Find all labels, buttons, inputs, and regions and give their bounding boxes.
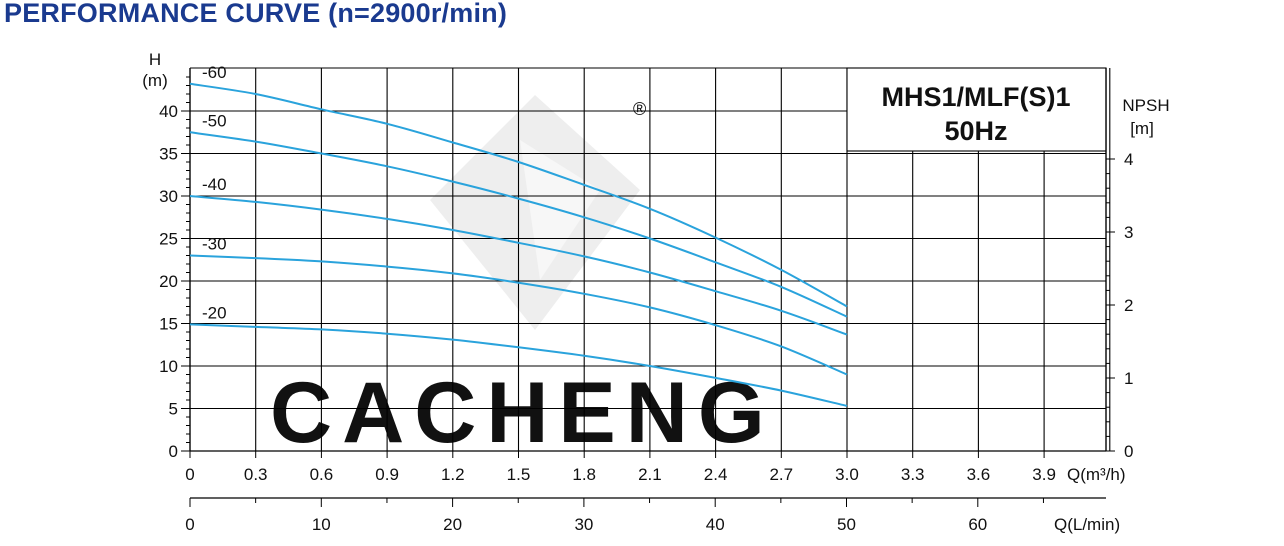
h-axis-tick-label: 5	[169, 400, 178, 419]
chart-labels: MHS1/MLF(S)150Hz0510152025303540H(m)0123…	[142, 50, 1169, 534]
page-title: PERFORMANCE CURVE (n=2900r/min)	[4, 0, 508, 28]
model-label: MHS1/MLF(S)1	[882, 82, 1071, 112]
curve-4	[189, 323, 848, 407]
curve-label: -30	[202, 235, 227, 254]
h-axis-tick-label: 10	[159, 357, 178, 376]
h-axis-tick-label: 0	[169, 442, 178, 461]
q-m3h-tick-label: 1.2	[441, 465, 465, 484]
curve-3	[189, 254, 848, 376]
q-lmin-tick-label: 30	[574, 515, 593, 534]
model-box	[846, 67, 1107, 152]
npsh-axis-tick-label: 4	[1124, 150, 1133, 169]
q-lmin-axis-unit: Q(L/min)	[1054, 515, 1120, 534]
chart-axes	[181, 68, 1115, 507]
q-m3h-tick-label: 0.3	[244, 465, 268, 484]
h-axis-tick-label: 35	[159, 145, 178, 164]
q-m3h-tick-label: 2.4	[704, 465, 728, 484]
q-m3h-axis-unit: Q(m³/h)	[1067, 465, 1126, 484]
curve-label: -50	[202, 111, 227, 130]
npsh-axis-unit: [m]	[1130, 119, 1154, 138]
q-m3h-tick-label: 0	[185, 465, 194, 484]
curve-label: -40	[202, 175, 227, 194]
q-m3h-tick-label: 2.1	[638, 465, 662, 484]
q-lmin-tick-label: 20	[443, 515, 462, 534]
curve-label: -60	[202, 63, 227, 82]
q-lmin-tick-label: 40	[706, 515, 725, 534]
h-axis-unit: (m)	[142, 71, 167, 90]
q-m3h-tick-label: 0.6	[310, 465, 334, 484]
q-m3h-tick-label: 2.7	[769, 465, 793, 484]
q-m3h-tick-label: 1.5	[507, 465, 531, 484]
q-m3h-tick-label: 3.0	[835, 465, 859, 484]
h-axis-tick-label: 30	[159, 187, 178, 206]
q-m3h-tick-label: 3.9	[1032, 465, 1056, 484]
q-lmin-tick-label: 10	[312, 515, 331, 534]
q-m3h-tick-label: 1.8	[572, 465, 596, 484]
npsh-axis-tick-label: 1	[1124, 369, 1133, 388]
watermark-text: CACHENG	[270, 365, 775, 461]
curve-0	[189, 82, 848, 308]
watermark: CACHENG ®	[270, 95, 775, 461]
npsh-axis-tick-label: 2	[1124, 296, 1133, 315]
q-lmin-tick-label: 60	[968, 515, 987, 534]
q-lmin-tick-label: 0	[185, 515, 194, 534]
frequency-label: 50Hz	[944, 116, 1007, 146]
h-axis-tick-label: 20	[159, 272, 178, 291]
curve-2	[189, 195, 848, 336]
chart-curves	[189, 82, 848, 407]
q-m3h-tick-label: 3.6	[967, 465, 991, 484]
q-lmin-tick-label: 50	[837, 515, 856, 534]
q-m3h-tick-label: 3.3	[901, 465, 925, 484]
npsh-axis-tick-label: 0	[1124, 442, 1133, 461]
curve-label: -20	[202, 303, 227, 322]
h-axis-tick-label: 15	[159, 315, 178, 334]
npsh-axis-tick-label: 3	[1124, 223, 1133, 242]
h-axis-title: H	[149, 50, 161, 69]
q-m3h-tick-label: 0.9	[375, 465, 399, 484]
h-axis-tick-label: 25	[159, 230, 178, 249]
watermark-registered-mark: ®	[633, 99, 646, 119]
npsh-axis-title: NPSH	[1122, 96, 1169, 115]
curve-1	[189, 131, 848, 318]
h-axis-tick-label: 40	[159, 102, 178, 121]
